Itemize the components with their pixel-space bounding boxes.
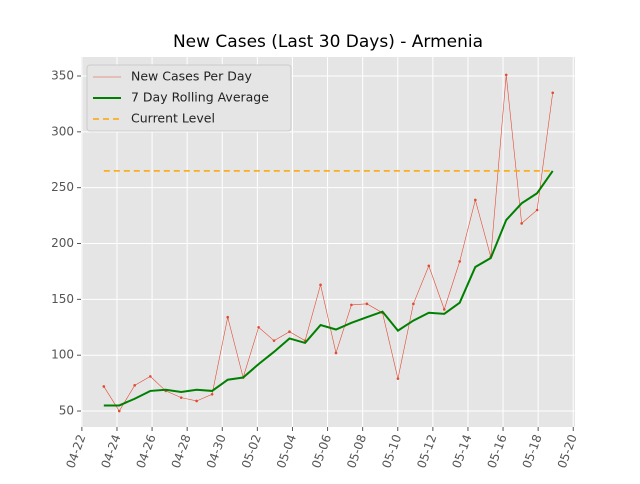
data-point bbox=[458, 260, 462, 263]
x-tick-label: 05-08 bbox=[344, 433, 369, 471]
data-point bbox=[427, 264, 431, 268]
data-point bbox=[149, 375, 152, 378]
data-point bbox=[504, 73, 508, 77]
data-point bbox=[195, 399, 198, 403]
data-point bbox=[365, 302, 369, 306]
y-tick-label: 200 bbox=[51, 236, 74, 250]
data-point bbox=[272, 339, 276, 342]
data-point bbox=[226, 315, 230, 319]
legend-box bbox=[86, 64, 292, 132]
legend: New Cases Per Day 7 Day Rolling Average Cu… bbox=[86, 64, 292, 132]
data-point bbox=[133, 384, 136, 387]
x-tick-label: 05-04 bbox=[274, 433, 299, 471]
x-tick-label: 05-14 bbox=[449, 433, 474, 471]
x-tick-label: 04-28 bbox=[169, 433, 194, 471]
y-tick-label: 150 bbox=[51, 292, 74, 306]
x-tick-label: 05-10 bbox=[379, 433, 404, 471]
y-tick-label: 50 bbox=[59, 404, 74, 418]
data-point bbox=[179, 396, 183, 399]
x-tick-label: 04-22 bbox=[63, 433, 88, 471]
data-point bbox=[334, 351, 338, 355]
data-point bbox=[117, 409, 121, 413]
y-tick-label: 250 bbox=[51, 180, 74, 194]
data-point bbox=[257, 325, 260, 329]
y-tick-label: 300 bbox=[51, 124, 74, 138]
chart-title: New Cases (Last 30 Days) - Armenia bbox=[173, 32, 483, 52]
x-tick-label: 05-06 bbox=[309, 433, 334, 471]
x-tick-label: 04-30 bbox=[204, 433, 229, 471]
x-tick-label: 04-26 bbox=[134, 433, 159, 471]
series-line bbox=[103, 74, 554, 412]
x-tick-label: 05-18 bbox=[520, 433, 545, 471]
x-tick-label: 05-02 bbox=[239, 433, 264, 471]
x-tick-label: 05-20 bbox=[555, 433, 580, 471]
data-point bbox=[551, 91, 555, 95]
data-point bbox=[210, 392, 214, 396]
data-point bbox=[412, 302, 415, 306]
data-point bbox=[319, 283, 322, 287]
y-tick-label: 350 bbox=[51, 68, 74, 82]
data-point bbox=[288, 330, 291, 334]
data-point bbox=[442, 308, 446, 311]
legend-label: 7 Day Rolling Average bbox=[131, 90, 269, 105]
legend-label: Current Level bbox=[131, 111, 215, 126]
data-point bbox=[535, 208, 539, 212]
x-tick-label: 05-16 bbox=[485, 433, 510, 471]
x-tick-label: 05-12 bbox=[414, 433, 439, 471]
data-point bbox=[350, 303, 353, 307]
data-point bbox=[474, 198, 477, 202]
legend-label: New Cases Per Day bbox=[131, 69, 252, 84]
data-point bbox=[102, 385, 106, 388]
y-tick-label: 100 bbox=[51, 348, 74, 362]
data-point bbox=[396, 377, 400, 380]
series-line bbox=[103, 170, 554, 407]
x-tick-label: 04-24 bbox=[98, 433, 123, 471]
data-point bbox=[520, 222, 523, 225]
